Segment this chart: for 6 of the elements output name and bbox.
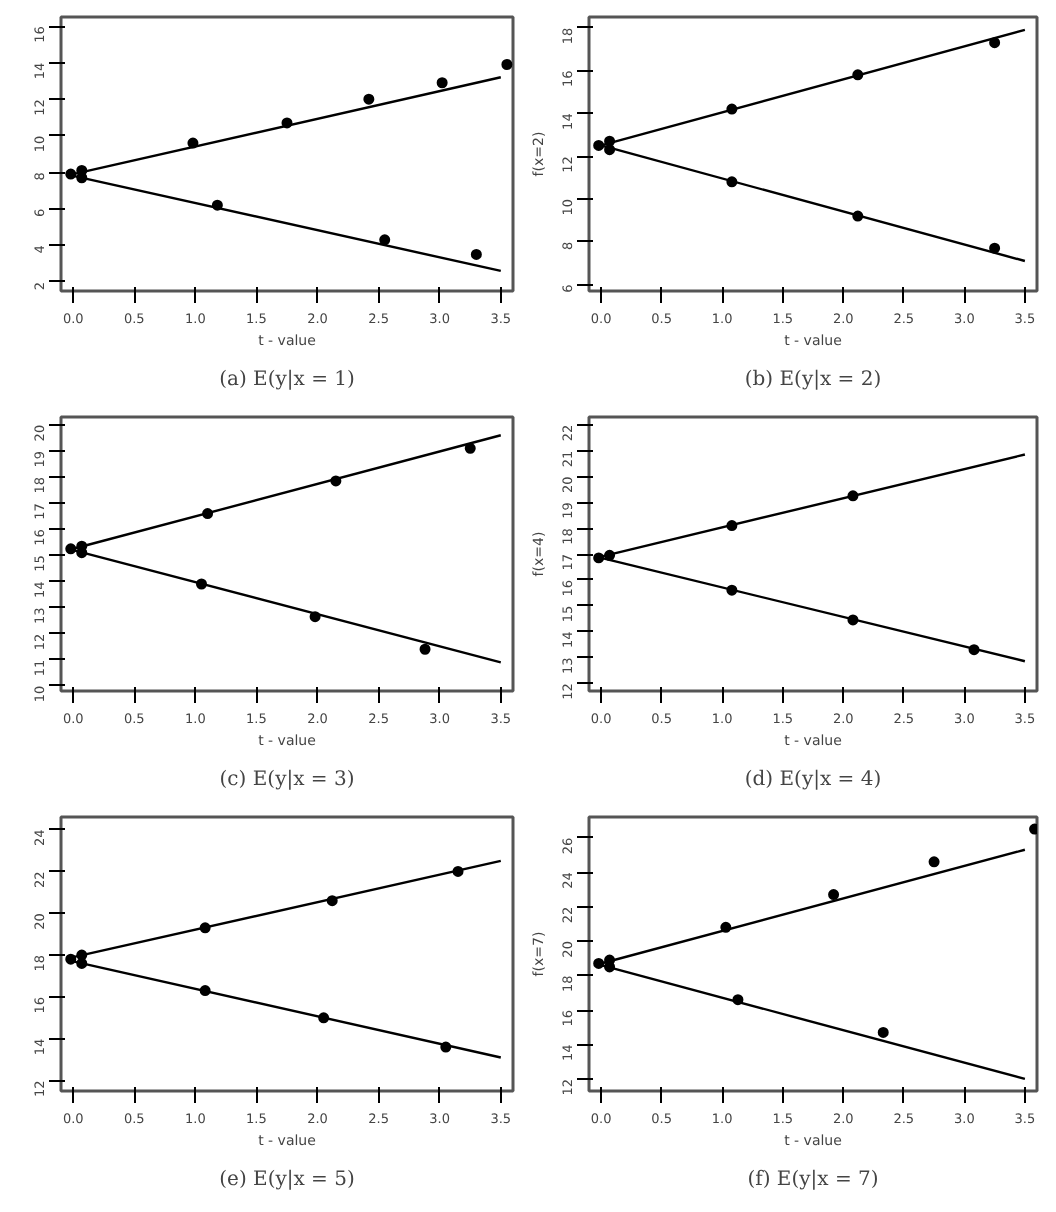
text: (d) E(y|x = 4) — [744, 769, 882, 791]
text: (b) E(y|x = 2) — [744, 369, 882, 391]
text: (e) E(y|x = 5) — [219, 1169, 355, 1191]
text: (f) E(y|x = 7) — [747, 1169, 879, 1191]
text: (a) E(y|x = 1) — [219, 369, 355, 391]
text: (c) E(y|x = 3) — [219, 769, 355, 791]
